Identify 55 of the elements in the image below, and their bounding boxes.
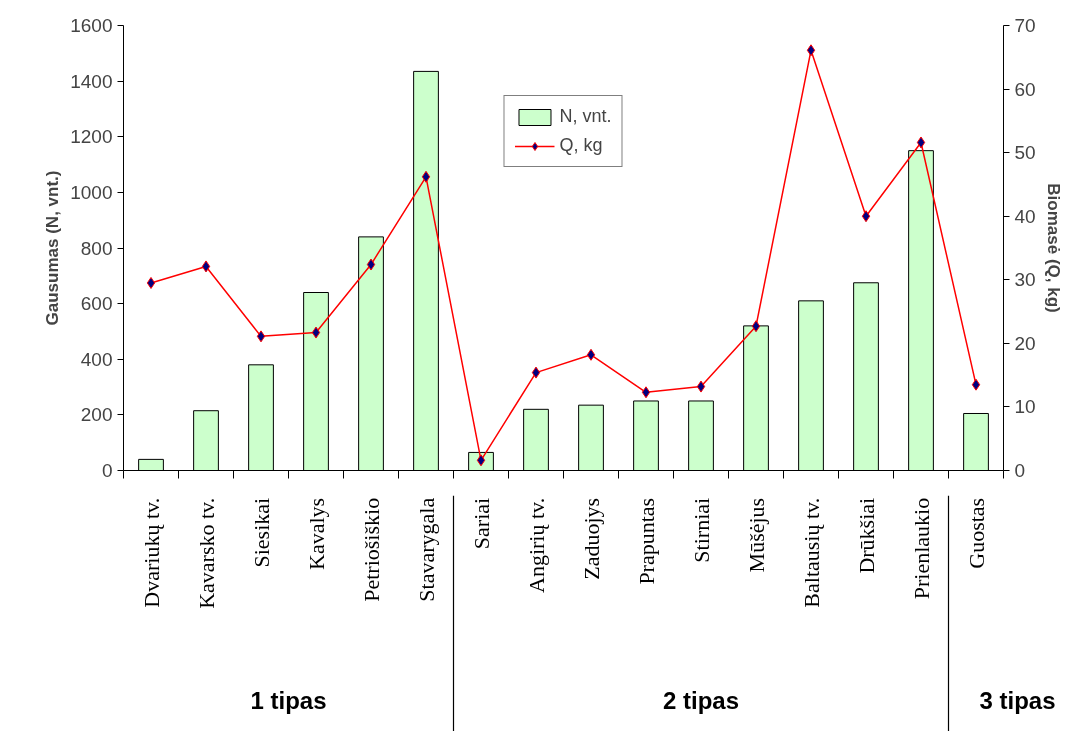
- y-tick-label: 1400: [70, 70, 113, 92]
- y-tick-label: 1000: [70, 181, 113, 203]
- point: [586, 348, 596, 361]
- x-tick-label: Mūšėjus: [743, 497, 769, 573]
- y-tick-label: 400: [80, 348, 113, 370]
- y2-tick-label: 40: [1014, 205, 1036, 227]
- point: [916, 136, 926, 149]
- y2-axis-title: Biomasė (Q, kg): [1043, 183, 1063, 313]
- x-tick-label: Angirių tv.: [523, 497, 549, 593]
- y2-tick-label: 50: [1014, 142, 1036, 164]
- y-tick-label: 600: [80, 293, 113, 315]
- x-tick-label: Kavarsko tv.: [193, 497, 219, 609]
- y-tick-label: 1600: [70, 15, 113, 36]
- x-tick-label: Stavarygala: [413, 497, 439, 602]
- point: [146, 276, 156, 289]
- point: [531, 366, 541, 379]
- x-tick-label: Prienlaukio: [908, 497, 934, 600]
- y2-tick-label: 70: [1014, 15, 1036, 36]
- x-tick-label: Sariai: [468, 497, 494, 550]
- legend-label: N, vnt.: [559, 106, 612, 127]
- point: [421, 170, 431, 183]
- y-tick-label: 800: [80, 237, 113, 259]
- y2-tick-label: 20: [1014, 332, 1036, 354]
- y2-tick-label: 30: [1014, 269, 1036, 291]
- point: [311, 326, 321, 339]
- point: [806, 44, 816, 57]
- x-tick-label: Baltausių tv.: [798, 497, 824, 608]
- y2-tick-label: 0: [1014, 460, 1026, 481]
- x-tick-label: Prapuntas: [633, 497, 659, 585]
- point: [971, 378, 981, 391]
- x-tick-label: Petriošiškio: [358, 497, 384, 602]
- y-tick-label: 0: [101, 460, 113, 481]
- text: 3 tipas: [979, 687, 1056, 715]
- x-tick-label: Guostas: [963, 497, 989, 569]
- point: [641, 386, 651, 399]
- legend-label: Q, kg: [559, 135, 603, 156]
- point: [751, 320, 761, 333]
- y-tick-label: 1200: [70, 126, 113, 148]
- x-tick-label: Drūkšiai: [853, 497, 879, 574]
- x-tick-label: Siesikai: [248, 497, 274, 568]
- x-tick-label: Kavalys: [303, 497, 329, 570]
- x-tick-label: Stirniai: [688, 497, 714, 563]
- point: [696, 380, 706, 393]
- y2-tick-label: 10: [1014, 396, 1036, 418]
- x-tick-label: Dvariukų tv.: [138, 497, 164, 608]
- x-tick-label: Zaduojys: [578, 497, 604, 580]
- point: [201, 260, 211, 273]
- point: [366, 258, 376, 271]
- y-axis-title: Gausumas (N, vnt.): [43, 170, 63, 326]
- y-tick-label: 200: [80, 404, 113, 426]
- point: [861, 210, 871, 223]
- y2-tick-label: 60: [1014, 78, 1036, 100]
- point: [256, 330, 266, 343]
- text: 2 tipas: [662, 687, 740, 715]
- text: 1 tipas: [250, 687, 327, 715]
